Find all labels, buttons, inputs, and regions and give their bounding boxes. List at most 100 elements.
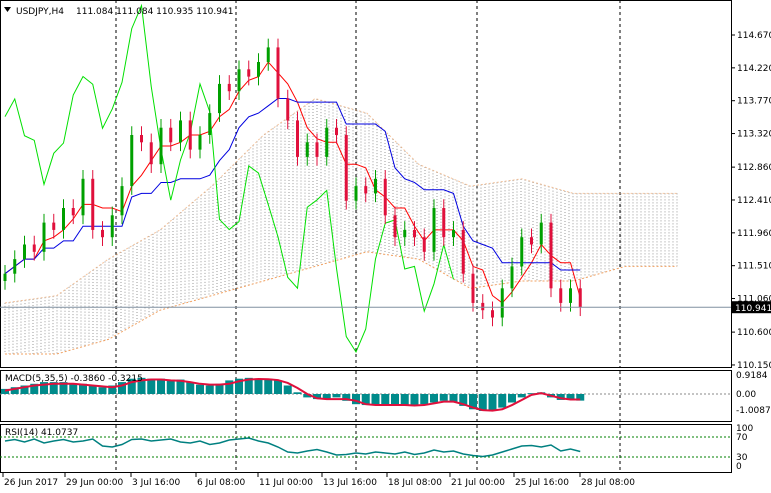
candle bbox=[13, 259, 17, 274]
candle bbox=[159, 127, 163, 165]
candle bbox=[549, 222, 553, 289]
candle bbox=[247, 69, 251, 77]
macd-bar bbox=[127, 378, 136, 394]
candle bbox=[491, 310, 494, 318]
candle bbox=[315, 142, 319, 157]
macd-bar bbox=[235, 378, 243, 394]
macd-bar bbox=[469, 394, 477, 410]
date-tick-label: 13 Jul 16:00 bbox=[323, 478, 377, 488]
macd-tick-label: 0.00 bbox=[736, 390, 756, 400]
candle bbox=[276, 47, 280, 99]
macd-bar bbox=[264, 378, 273, 394]
date-tick-label: 3 Jul 16:00 bbox=[132, 478, 181, 488]
date-tick-label: 26 Jun 2017 bbox=[4, 478, 58, 488]
candle bbox=[383, 178, 387, 216]
candle bbox=[510, 266, 514, 289]
macd-bar bbox=[225, 380, 234, 394]
candle bbox=[530, 237, 533, 245]
current-price-marker bbox=[732, 301, 771, 314]
rsi-tick-label: 70 bbox=[736, 433, 748, 443]
macd-bar bbox=[459, 394, 468, 406]
candle bbox=[432, 208, 436, 252]
date-tick-label: 28 Jul 08:00 bbox=[581, 478, 635, 488]
macd-bar bbox=[391, 394, 399, 406]
macd-bar bbox=[215, 383, 224, 394]
candle bbox=[393, 215, 397, 238]
macd-bar bbox=[1, 388, 9, 394]
macd-bar bbox=[10, 387, 19, 394]
candle bbox=[179, 120, 182, 143]
ichimoku-lines bbox=[4, 3, 581, 354]
senkou-span-b bbox=[5, 251, 677, 355]
macd-title: MACD(5,35,5) -0.3860 -0.3215 bbox=[5, 374, 143, 384]
candle bbox=[62, 208, 65, 230]
candle bbox=[188, 120, 192, 150]
macd-bar bbox=[313, 394, 321, 400]
macd-bar bbox=[449, 394, 458, 403]
ichimoku-cloud bbox=[4, 97, 678, 355]
candle bbox=[422, 237, 426, 252]
macd-signal-line bbox=[4, 378, 581, 412]
macd-tick-label: 0.9184 bbox=[736, 371, 768, 381]
candle bbox=[32, 244, 36, 252]
candle bbox=[266, 47, 270, 63]
macd-bar bbox=[371, 394, 380, 405]
macd-bar bbox=[49, 382, 58, 394]
macd-bar bbox=[147, 378, 156, 394]
candle bbox=[559, 288, 563, 303]
candle bbox=[91, 178, 95, 230]
price-tick-label: 110.600 bbox=[737, 328, 771, 338]
macd-bar bbox=[576, 394, 585, 401]
rsi-tick-label: 30 bbox=[736, 453, 748, 463]
macd-bar bbox=[40, 382, 48, 394]
macd-bar bbox=[196, 384, 204, 394]
candle bbox=[452, 229, 455, 238]
rsi-panel bbox=[0, 436, 731, 458]
candle bbox=[130, 135, 134, 187]
macd-tick-label: -1.0087 bbox=[736, 406, 771, 416]
macd-bar bbox=[274, 380, 282, 394]
macd-panel bbox=[0, 377, 731, 412]
macd-bar bbox=[478, 394, 487, 411]
candle bbox=[3, 273, 7, 282]
macd-bar bbox=[566, 394, 575, 400]
rsi-panel-frame bbox=[0, 424, 732, 473]
date-tick-label: 11 Jul 00:00 bbox=[259, 478, 313, 488]
candle bbox=[257, 62, 260, 77]
date-tick-label: 6 Jul 08:00 bbox=[197, 478, 246, 488]
price-tick-label: 111.510 bbox=[737, 262, 771, 272]
period-separators bbox=[115, 0, 621, 472]
macd-bar bbox=[79, 383, 87, 394]
symbol-label: USDJPY,H4 bbox=[16, 7, 64, 17]
candle bbox=[335, 127, 338, 136]
macd-bar bbox=[69, 383, 78, 394]
chikou-line bbox=[4, 3, 454, 354]
candle bbox=[403, 229, 407, 238]
candle bbox=[149, 142, 153, 165]
macd-bar bbox=[108, 385, 117, 394]
candle bbox=[305, 142, 309, 157]
candle bbox=[296, 120, 299, 157]
rsi-title: RSI(14) 41.0737 bbox=[5, 428, 78, 438]
macd-bar bbox=[88, 385, 97, 394]
candle bbox=[208, 113, 212, 136]
chart-header: USDJPY,H4 111.084 111.084 110.935 110.94… bbox=[4, 7, 233, 17]
macd-bar bbox=[176, 379, 185, 394]
kijun-line bbox=[4, 98, 581, 275]
senkou-span-a bbox=[4, 97, 677, 304]
macd-bar bbox=[20, 385, 29, 394]
candle bbox=[520, 237, 524, 267]
price-tick-label: 112.860 bbox=[737, 163, 771, 173]
candle bbox=[325, 127, 329, 157]
macd-bar bbox=[322, 394, 331, 400]
price-tick-label: 114.670 bbox=[737, 31, 771, 41]
collapse-triangle-icon[interactable] bbox=[4, 7, 11, 12]
candle bbox=[481, 302, 485, 311]
macd-bar bbox=[488, 394, 497, 411]
price-tick-label: 113.770 bbox=[737, 97, 771, 107]
candle bbox=[374, 178, 377, 194]
current-price-label: 110.941 bbox=[735, 304, 771, 314]
rsi-tick-label: 0 bbox=[736, 462, 742, 472]
candle bbox=[169, 127, 173, 143]
